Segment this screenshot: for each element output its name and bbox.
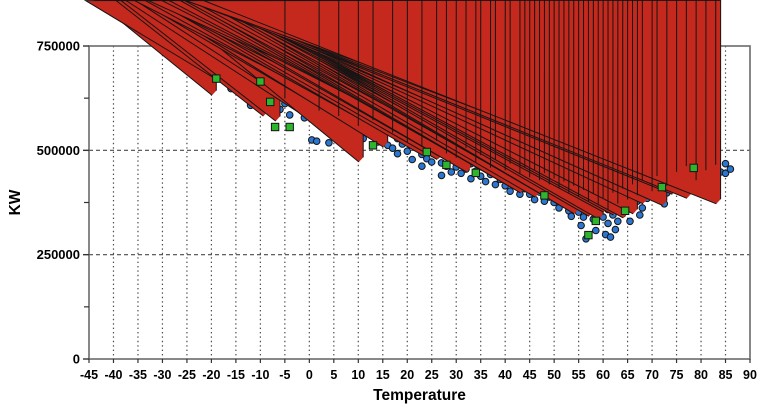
x-tick-label: 10 bbox=[351, 368, 365, 382]
x-tick-label: 55 bbox=[572, 368, 586, 382]
x-tick-label: 30 bbox=[449, 368, 463, 382]
x-tick-label: 15 bbox=[376, 368, 390, 382]
y-tick-label: 500000 bbox=[37, 143, 80, 158]
x-tick-label: 20 bbox=[400, 368, 414, 382]
series-saturday bbox=[284, 0, 717, 210]
x-tick-label: -45 bbox=[80, 368, 98, 382]
series-majorhol bbox=[212, 74, 698, 240]
x-tick-label: -10 bbox=[251, 368, 269, 382]
series-sunday bbox=[83, 0, 722, 220]
x-tick-label: -20 bbox=[202, 368, 220, 382]
x-tick-label: -15 bbox=[227, 368, 245, 382]
x-tick-label: -30 bbox=[153, 368, 171, 382]
x-tick-label: 50 bbox=[547, 368, 561, 382]
x-axis-title: Temperature bbox=[373, 387, 466, 404]
x-tick-label: -35 bbox=[129, 368, 147, 382]
x-tick-label: 40 bbox=[498, 368, 512, 382]
x-tick-label: 90 bbox=[743, 368, 757, 382]
x-tick-label: 5 bbox=[330, 368, 337, 382]
x-tick-label: 25 bbox=[425, 368, 439, 382]
x-tick-label: 80 bbox=[694, 368, 708, 382]
x-tick-label: 70 bbox=[645, 368, 659, 382]
x-tick-label: -25 bbox=[178, 368, 196, 382]
y-axis-title: KW bbox=[7, 189, 24, 215]
x-tick-label: -40 bbox=[104, 368, 122, 382]
y-axis-ticks: 0 250000 500000 750000 bbox=[37, 39, 89, 367]
x-tick-label: 85 bbox=[719, 368, 733, 382]
x-tick-label: 65 bbox=[621, 368, 635, 382]
x-tick-label: 60 bbox=[596, 368, 610, 382]
x-gridlines bbox=[112, 46, 727, 359]
x-tick-label: -5 bbox=[279, 368, 290, 382]
y-tick-label: 250000 bbox=[37, 247, 80, 262]
x-axis-ticks: -45 -40 -35 -30 -25 -20 -15 -10 -5 0 5 10 15 20 25 30 35… bbox=[80, 359, 757, 382]
y-tick-label: 0 bbox=[73, 352, 80, 367]
x-tick-label: 35 bbox=[474, 368, 488, 382]
y-tick-label: 750000 bbox=[37, 39, 80, 54]
x-tick-label: 75 bbox=[670, 368, 684, 382]
x-tick-label: 45 bbox=[523, 368, 537, 382]
x-tick-label: 0 bbox=[306, 368, 313, 382]
